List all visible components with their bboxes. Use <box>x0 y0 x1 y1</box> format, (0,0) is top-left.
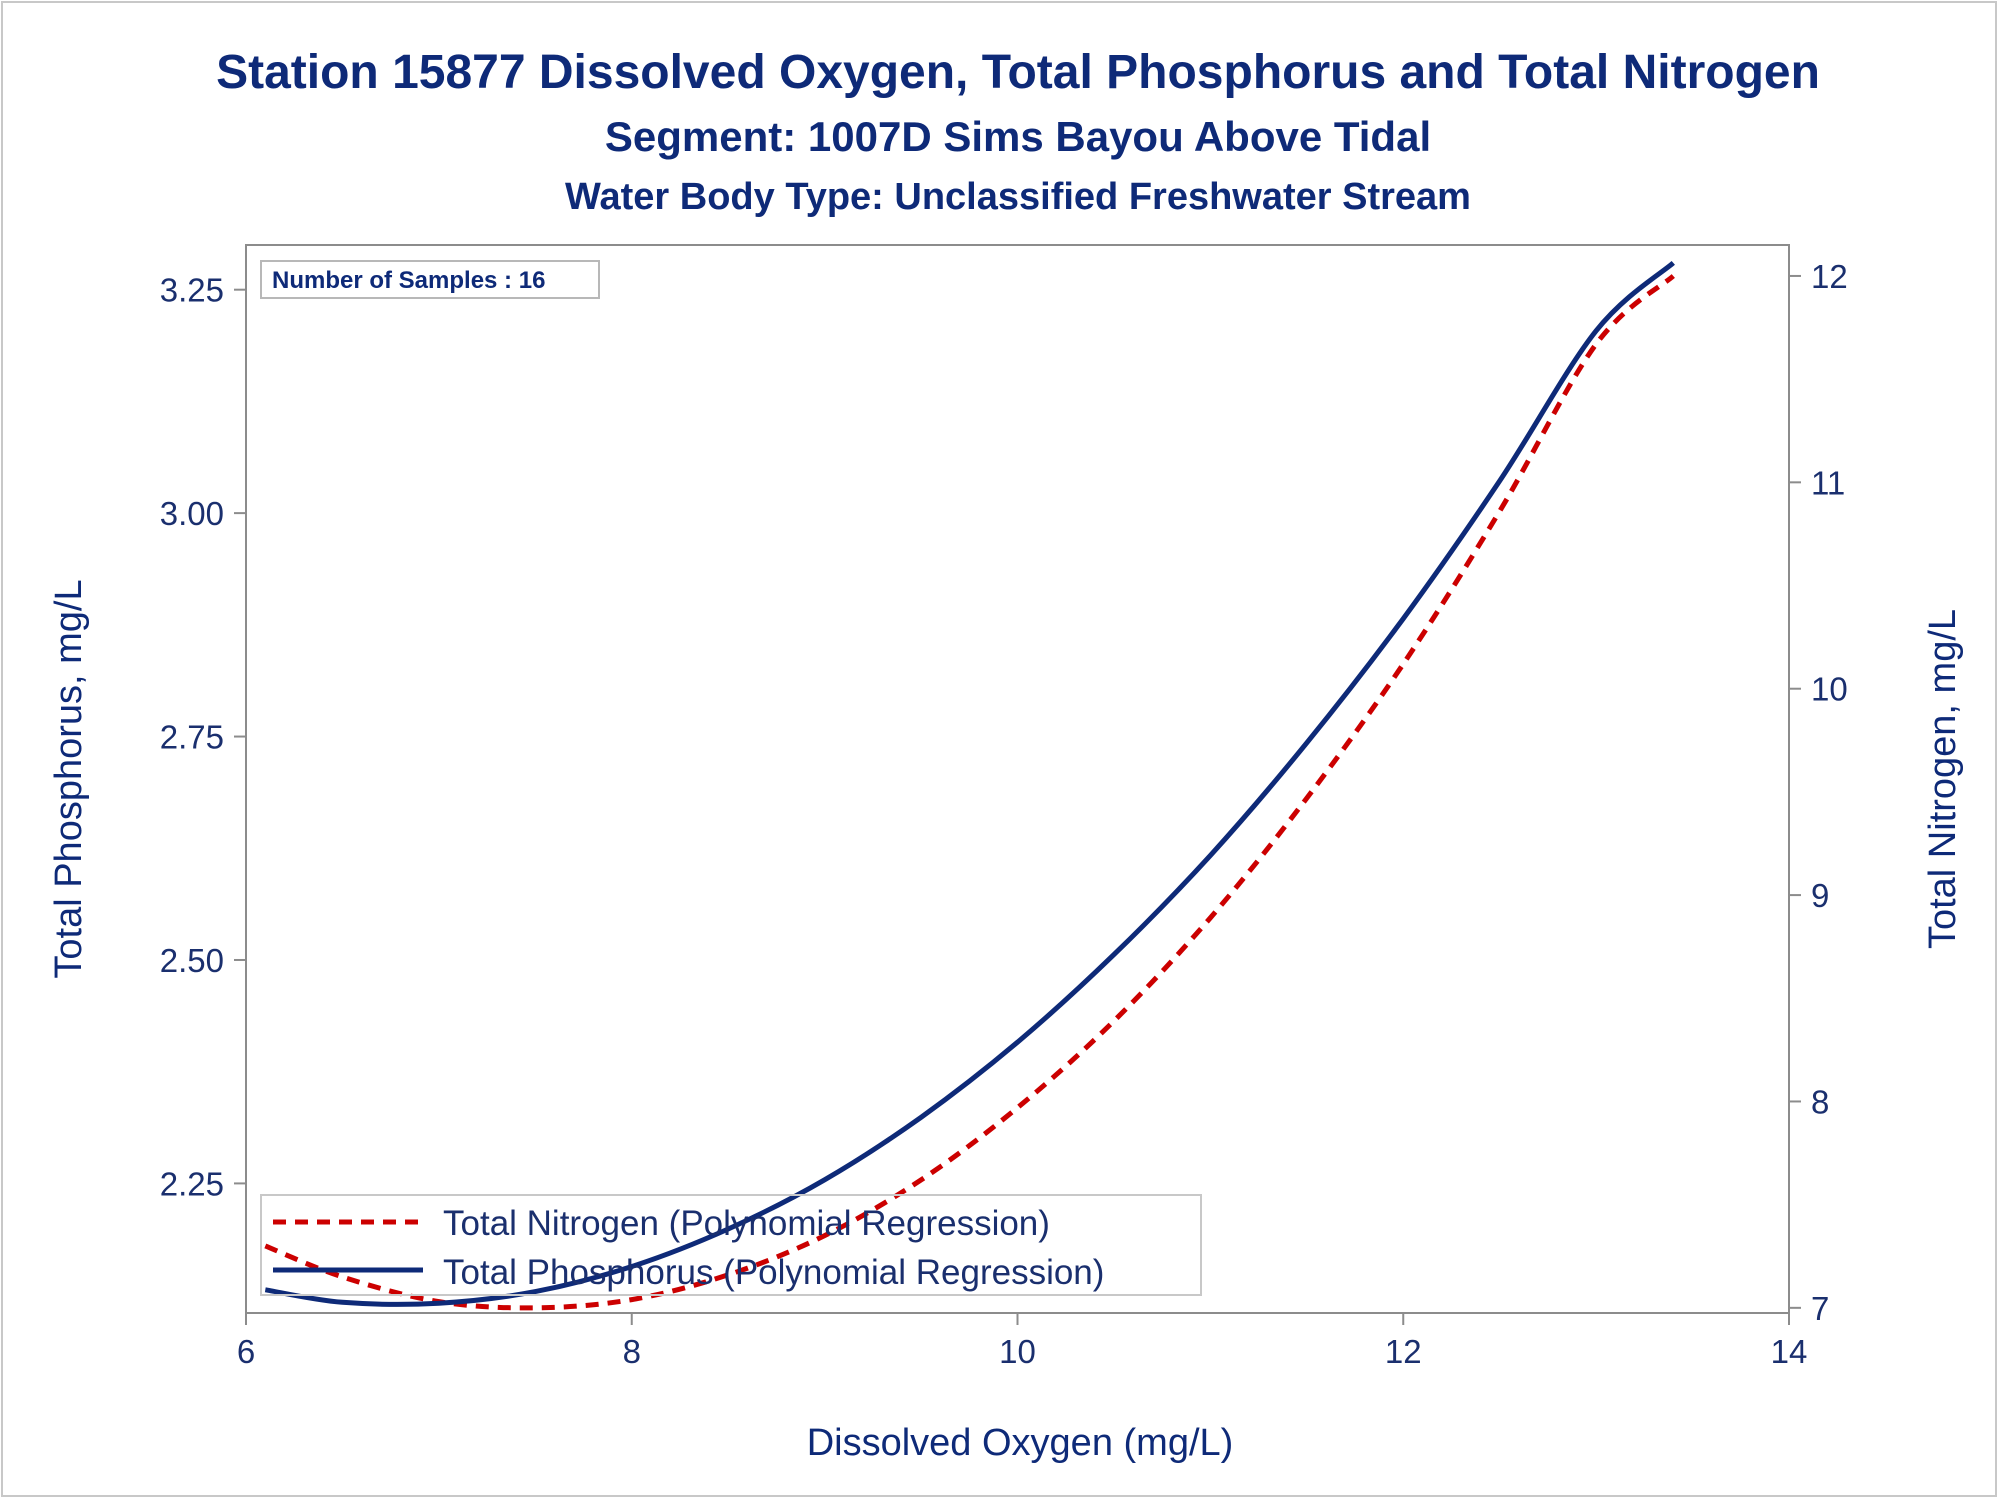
series-layer <box>264 260 1675 1311</box>
x-axis-label: Dissolved Oxygen (mg/L) <box>807 1422 1234 1464</box>
chart-subtitle-2: Water Body Type: Unclassified Freshwater… <box>565 176 1471 218</box>
chart-title: Station 15877 Dissolved Oxygen, Total Ph… <box>216 46 1820 99</box>
series-line-total-phosphorus <box>264 260 1675 1307</box>
chart-subtitle: Segment: 1007D Sims Bayou Above Tidal <box>605 113 1431 160</box>
legend-box <box>260 1194 1202 1296</box>
legend-label-nitrogen: Total Nitrogen (Polynomial Regression) <box>443 1204 1050 1243</box>
legend-label-phosphorus: Total Phosphorus (Polynomial Regression) <box>443 1253 1104 1292</box>
x-tick-label: 14 <box>1771 1333 1808 1370</box>
y-right-tick-label: 10 <box>1811 671 1848 708</box>
series-line-total-nitrogen <box>264 274 1675 1311</box>
y-right-tick-label: 9 <box>1811 877 1829 914</box>
sample-count-box <box>260 260 600 299</box>
x-tick-label: 8 <box>623 1333 641 1370</box>
y-left-tick-label: 2.50 <box>160 942 224 979</box>
y-left-tick-label: 3.25 <box>160 272 224 309</box>
y-right-tick-label: 11 <box>1811 464 1845 501</box>
x-tick-label: 10 <box>999 1333 1036 1370</box>
y-axis-right-label: Total Nitrogen, mg/L <box>1922 609 1964 949</box>
y-right-tick-label: 7 <box>1811 1290 1829 1327</box>
y-right-tick-label: 8 <box>1811 1083 1829 1120</box>
y-left-tick-label: 2.75 <box>160 719 224 756</box>
y-left-tick-label: 2.25 <box>160 1165 224 1202</box>
x-tick-label: 6 <box>237 1333 255 1370</box>
y-right-tick-label: 12 <box>1811 258 1848 295</box>
y-left-tick-label: 3.00 <box>160 495 224 532</box>
chart: Station 15877 Dissolved Oxygen, Total Ph… <box>48 46 1964 1464</box>
sample-count-text: Number of Samples : 16 <box>272 267 545 294</box>
y-axis-left-label: Total Phosphorus, mg/L <box>48 579 90 978</box>
ticks-layer: 6 8 10 12 14 2.25 2.50 2.75 3.00 3.25 7 8 9 10 11 12 <box>160 258 1848 1370</box>
x-tick-label: 12 <box>1385 1333 1422 1370</box>
